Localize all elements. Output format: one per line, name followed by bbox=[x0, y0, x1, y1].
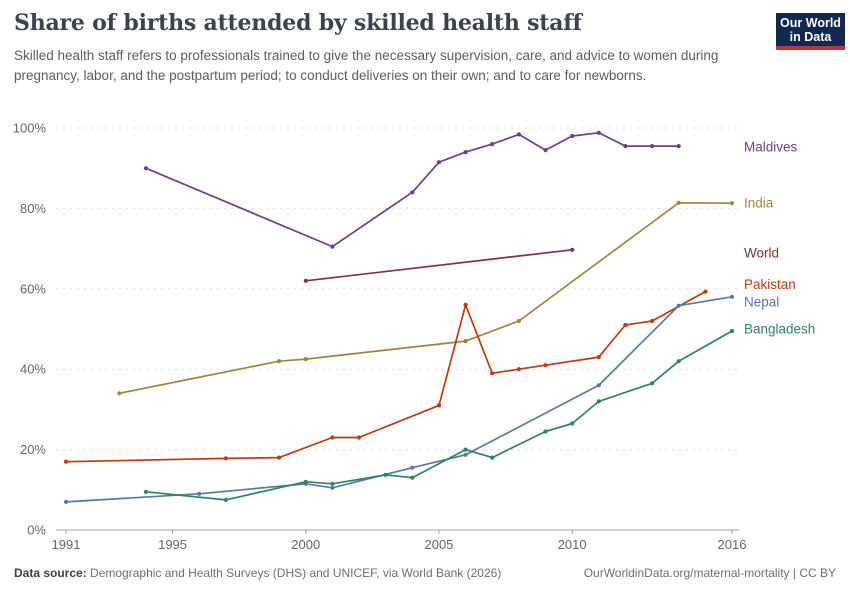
series-point-nepal-1996[interactable] bbox=[197, 491, 202, 496]
legend-label-world[interactable]: World bbox=[744, 245, 779, 260]
y-tick-label-80: 80% bbox=[20, 201, 46, 216]
owid-logo-line1: Our World bbox=[780, 15, 841, 30]
series-point-maldives-2013[interactable] bbox=[650, 144, 655, 149]
series-point-nepal-2004[interactable] bbox=[410, 465, 415, 470]
series-line-india[interactable] bbox=[119, 201, 733, 395]
page-title: Share of births attended by skilled heal… bbox=[14, 10, 582, 36]
license-link[interactable]: OurWorldinData.org/maternal-mortality | … bbox=[583, 566, 836, 580]
series-point-india-2006[interactable] bbox=[463, 339, 468, 344]
series-point-maldives-1994[interactable] bbox=[143, 166, 148, 171]
series-point-maldives-2010[interactable] bbox=[570, 133, 575, 139]
owid-logo-line2: in Data bbox=[789, 29, 832, 44]
data-source-label: Data source: bbox=[14, 566, 87, 580]
series-point-maldives-2014[interactable] bbox=[676, 144, 681, 149]
y-tick-label-0: 0% bbox=[27, 523, 46, 538]
series-point-pakistan-1999[interactable] bbox=[277, 455, 282, 460]
y-tick-label-20: 20% bbox=[20, 442, 46, 457]
series-point-maldives-2004[interactable] bbox=[410, 190, 415, 195]
series-point-world-2000[interactable] bbox=[303, 278, 308, 283]
series-point-pakistan-2011[interactable] bbox=[596, 355, 601, 360]
series-point-india-1993[interactable] bbox=[117, 391, 122, 396]
x-tick-label-1995: 1995 bbox=[158, 537, 187, 552]
series-point-maldives-2012[interactable] bbox=[623, 144, 628, 149]
series-point-pakistan-2002[interactable] bbox=[356, 435, 362, 440]
series-point-bangladesh-2000[interactable] bbox=[303, 479, 308, 484]
series-point-india-2016[interactable] bbox=[729, 201, 735, 206]
y-tick-label-100: 100% bbox=[13, 121, 47, 136]
series-point-nepal-2016[interactable] bbox=[729, 294, 735, 299]
series-point-bangladesh-2006[interactable] bbox=[463, 447, 468, 452]
series-point-maldives-2008[interactable] bbox=[516, 132, 522, 137]
legend-label-india[interactable]: India bbox=[744, 196, 774, 211]
series-point-bangladesh-2014[interactable] bbox=[676, 359, 681, 364]
series-point-pakistan-2009[interactable] bbox=[543, 363, 548, 368]
series-line-pakistan[interactable] bbox=[65, 290, 706, 463]
series-point-bangladesh-2001[interactable] bbox=[330, 481, 335, 486]
series-point-pakistan-2015[interactable] bbox=[703, 289, 708, 294]
series-point-nepal-2001[interactable] bbox=[330, 485, 335, 490]
series-point-maldives-2001[interactable] bbox=[330, 244, 335, 249]
series-point-world-2010[interactable] bbox=[570, 247, 575, 252]
legend-label-nepal[interactable]: Nepal bbox=[744, 294, 779, 309]
series-point-bangladesh-2016[interactable] bbox=[729, 328, 735, 334]
series-point-maldives-2011[interactable] bbox=[596, 130, 601, 135]
series-point-maldives-2006[interactable] bbox=[463, 150, 468, 155]
series-point-pakistan-2008[interactable] bbox=[516, 367, 522, 372]
y-tick-label-40: 40% bbox=[20, 362, 46, 377]
series-line-maldives[interactable] bbox=[145, 131, 679, 248]
series-point-pakistan-1991[interactable] bbox=[63, 459, 69, 464]
series-point-bangladesh-2004[interactable] bbox=[410, 475, 415, 480]
legend-label-pakistan[interactable]: Pakistan bbox=[744, 277, 796, 292]
series-point-bangladesh-2011[interactable] bbox=[596, 399, 601, 404]
series-point-nepal-2006[interactable] bbox=[463, 452, 468, 457]
series-point-bangladesh-2013[interactable] bbox=[650, 381, 655, 386]
x-tick-label-2016: 2016 bbox=[718, 537, 747, 552]
owid-logo[interactable]: Our World in Data bbox=[776, 13, 845, 46]
series-point-bangladesh-1994[interactable] bbox=[143, 489, 148, 494]
series-point-pakistan-2007[interactable] bbox=[490, 371, 495, 376]
x-tick-label-2005: 2005 bbox=[424, 537, 453, 552]
series-point-india-2008[interactable] bbox=[516, 318, 522, 324]
series-point-nepal-2011[interactable] bbox=[596, 383, 601, 388]
series-point-nepal-2014[interactable] bbox=[676, 303, 681, 308]
series-point-pakistan-2006[interactable] bbox=[463, 302, 468, 307]
series-line-nepal[interactable] bbox=[65, 295, 733, 503]
series-point-maldives-2007[interactable] bbox=[490, 142, 495, 147]
x-tick-label-1991: 1991 bbox=[52, 537, 81, 552]
series-point-india-1999[interactable] bbox=[277, 359, 282, 364]
legend-label-bangladesh[interactable]: Bangladesh bbox=[744, 322, 815, 337]
chart-footer: Data source: Demographic and Health Surv… bbox=[14, 566, 836, 580]
legend-label-maldives[interactable]: Maldives bbox=[744, 140, 798, 155]
series-point-bangladesh-2007[interactable] bbox=[490, 455, 495, 460]
series-point-maldives-2005[interactable] bbox=[436, 160, 442, 165]
series-point-pakistan-2012[interactable] bbox=[623, 322, 628, 328]
series-point-bangladesh-2009[interactable] bbox=[543, 429, 548, 434]
series-point-pakistan-2013[interactable] bbox=[650, 318, 655, 324]
series-point-bangladesh-2003[interactable] bbox=[383, 472, 388, 477]
series-point-india-2000[interactable] bbox=[303, 357, 308, 362]
series-point-pakistan-2005[interactable] bbox=[436, 403, 442, 408]
series-point-nepal-1991[interactable] bbox=[63, 499, 69, 504]
series-point-india-2014[interactable] bbox=[676, 200, 681, 205]
owid-logo-accent-bar bbox=[776, 46, 845, 50]
series-point-bangladesh-1997[interactable] bbox=[223, 497, 228, 502]
data-source-text: Demographic and Health Surveys (DHS) and… bbox=[86, 566, 502, 580]
y-tick-label-60: 60% bbox=[20, 281, 46, 296]
x-tick-label-2010: 2010 bbox=[558, 537, 587, 552]
chart-header: Share of births attended by skilled heal… bbox=[14, 10, 764, 85]
series-line-bangladesh[interactable] bbox=[145, 330, 733, 501]
series-point-bangladesh-2010[interactable] bbox=[570, 421, 575, 426]
data-source-note: Data source: Demographic and Health Surv… bbox=[14, 566, 501, 580]
series-point-pakistan-1997[interactable] bbox=[223, 456, 228, 461]
series-line-world[interactable] bbox=[305, 248, 573, 282]
chart-subtitle: Skilled health staff refers to professio… bbox=[14, 48, 719, 83]
x-tick-label-2000: 2000 bbox=[291, 537, 320, 552]
series-point-pakistan-2001[interactable] bbox=[330, 435, 335, 440]
series-point-maldives-2009[interactable] bbox=[543, 148, 548, 153]
